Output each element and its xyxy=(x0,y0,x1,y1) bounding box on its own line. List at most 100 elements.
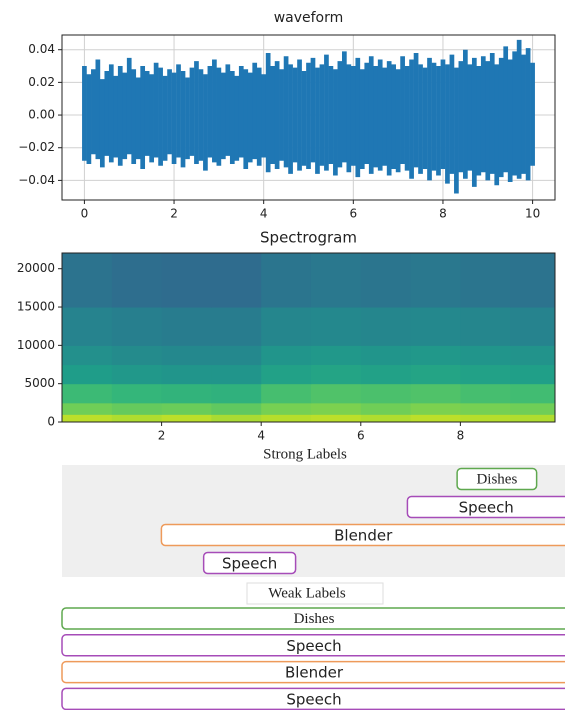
heatmap-cell xyxy=(510,402,556,415)
heatmap-cell xyxy=(211,253,262,308)
x-tick-label: 2 xyxy=(158,429,166,443)
heatmap-cell xyxy=(261,307,312,346)
weak-label-box xyxy=(61,634,565,657)
weak-label: Dishes xyxy=(294,611,335,627)
heatmap-cell xyxy=(211,402,262,415)
heatmap-cell xyxy=(62,402,113,415)
heatmap-cell xyxy=(211,383,262,404)
heatmap-cell xyxy=(261,402,312,415)
x-tick-label: 10 xyxy=(525,207,540,221)
heatmap-cell xyxy=(460,414,511,423)
event-label: Blender xyxy=(334,527,393,545)
heatmap-cell xyxy=(211,345,262,366)
heatmap-cell xyxy=(360,402,412,415)
heatmap-cell xyxy=(310,345,362,366)
x-tick-label: 4 xyxy=(260,207,268,221)
heatmap-cell xyxy=(460,402,511,415)
x-tick-label: 6 xyxy=(349,207,357,221)
heatmap-cell xyxy=(310,402,362,415)
heatmap-cell xyxy=(62,307,113,346)
heatmap-cell xyxy=(360,364,412,385)
x-tick-label: 4 xyxy=(257,429,265,443)
event-box xyxy=(456,467,538,491)
heatmap-cell xyxy=(111,364,163,385)
heatmap-cell xyxy=(460,383,511,404)
chart-title: waveform xyxy=(274,10,344,26)
y-tick-label: 20000 xyxy=(17,261,55,275)
event-label: Dishes xyxy=(476,471,517,487)
heatmap-cell xyxy=(261,414,312,423)
heatmap-cell xyxy=(510,383,556,404)
chart-title: Strong Labels xyxy=(263,446,347,462)
heatmap-cell xyxy=(62,345,113,366)
heatmap-cell xyxy=(360,383,412,404)
heatmap-cell xyxy=(460,253,511,308)
heatmap-cell xyxy=(111,307,163,346)
heatmap-cell xyxy=(460,345,511,366)
axes-frame xyxy=(61,252,556,423)
heatmap-cell xyxy=(360,414,412,423)
heatmap-cell xyxy=(111,402,163,415)
axes-frame xyxy=(61,34,556,201)
x-tick-label: 0 xyxy=(81,207,89,221)
weak-label: Blender xyxy=(285,664,344,682)
heatmap-cell xyxy=(161,345,212,366)
x-tick-label: 2 xyxy=(170,207,178,221)
heatmap-cell xyxy=(62,364,113,385)
heatmap-cell xyxy=(510,253,556,308)
heatmap-cell xyxy=(261,383,312,404)
y-tick-label: 5000 xyxy=(24,376,55,390)
title-box xyxy=(246,582,384,605)
x-tick-label: 8 xyxy=(439,207,447,221)
heatmap-cell xyxy=(261,253,312,308)
heatmap-cell xyxy=(161,253,212,308)
heatmap-cell xyxy=(261,345,312,366)
x-tick-label: 8 xyxy=(457,429,465,443)
heatmap-cell xyxy=(310,383,362,404)
heatmap-cell xyxy=(460,364,511,385)
event-box xyxy=(202,551,297,575)
heatmap-cell xyxy=(161,402,212,415)
y-tick-label: 15000 xyxy=(17,300,55,314)
heatmap-cell xyxy=(111,383,163,404)
heatmap-cell xyxy=(510,345,556,366)
x-tick-label: 6 xyxy=(357,429,365,443)
y-tick-label: 0.00 xyxy=(28,108,55,122)
heatmap-cell xyxy=(310,253,362,308)
weak-label-box xyxy=(61,660,565,684)
heatmap-cell xyxy=(310,414,362,423)
heatmap-cell xyxy=(161,364,212,385)
heatmap-cell xyxy=(360,253,412,308)
y-tick-label: −0.02 xyxy=(18,140,55,154)
heatmap-cell xyxy=(460,307,511,346)
y-tick-label: 0.04 xyxy=(28,42,55,56)
heatmap-cell xyxy=(510,364,556,385)
heatmap-cell xyxy=(410,307,461,346)
heatmap-cell xyxy=(111,414,163,423)
event-label: Speech xyxy=(222,555,277,573)
heatmap-cell xyxy=(310,307,362,346)
event-label: Speech xyxy=(459,499,514,517)
heatmap-cell xyxy=(410,383,461,404)
heatmap-cell xyxy=(360,307,412,346)
heatmap-cell xyxy=(410,402,461,415)
heatmap-cell xyxy=(410,253,461,308)
heatmap-cell xyxy=(111,345,163,366)
weak-label: Speech xyxy=(286,690,341,708)
chart-title: Spectrogram xyxy=(260,229,357,247)
heatmap-cell xyxy=(410,414,461,423)
heatmap-cell xyxy=(161,307,212,346)
weak-label-box xyxy=(61,687,565,710)
heatmap-cell xyxy=(410,345,461,366)
heatmap-cell xyxy=(62,414,113,423)
event-box xyxy=(406,495,565,519)
heatmap-cell xyxy=(161,414,212,423)
y-tick-label: 0.02 xyxy=(28,75,55,89)
y-tick-label: 0 xyxy=(47,415,55,429)
heatmap-cell xyxy=(261,364,312,385)
heatmap-cell xyxy=(161,383,212,404)
heatmap-cell xyxy=(310,364,362,385)
heatmap-cell xyxy=(510,414,556,423)
